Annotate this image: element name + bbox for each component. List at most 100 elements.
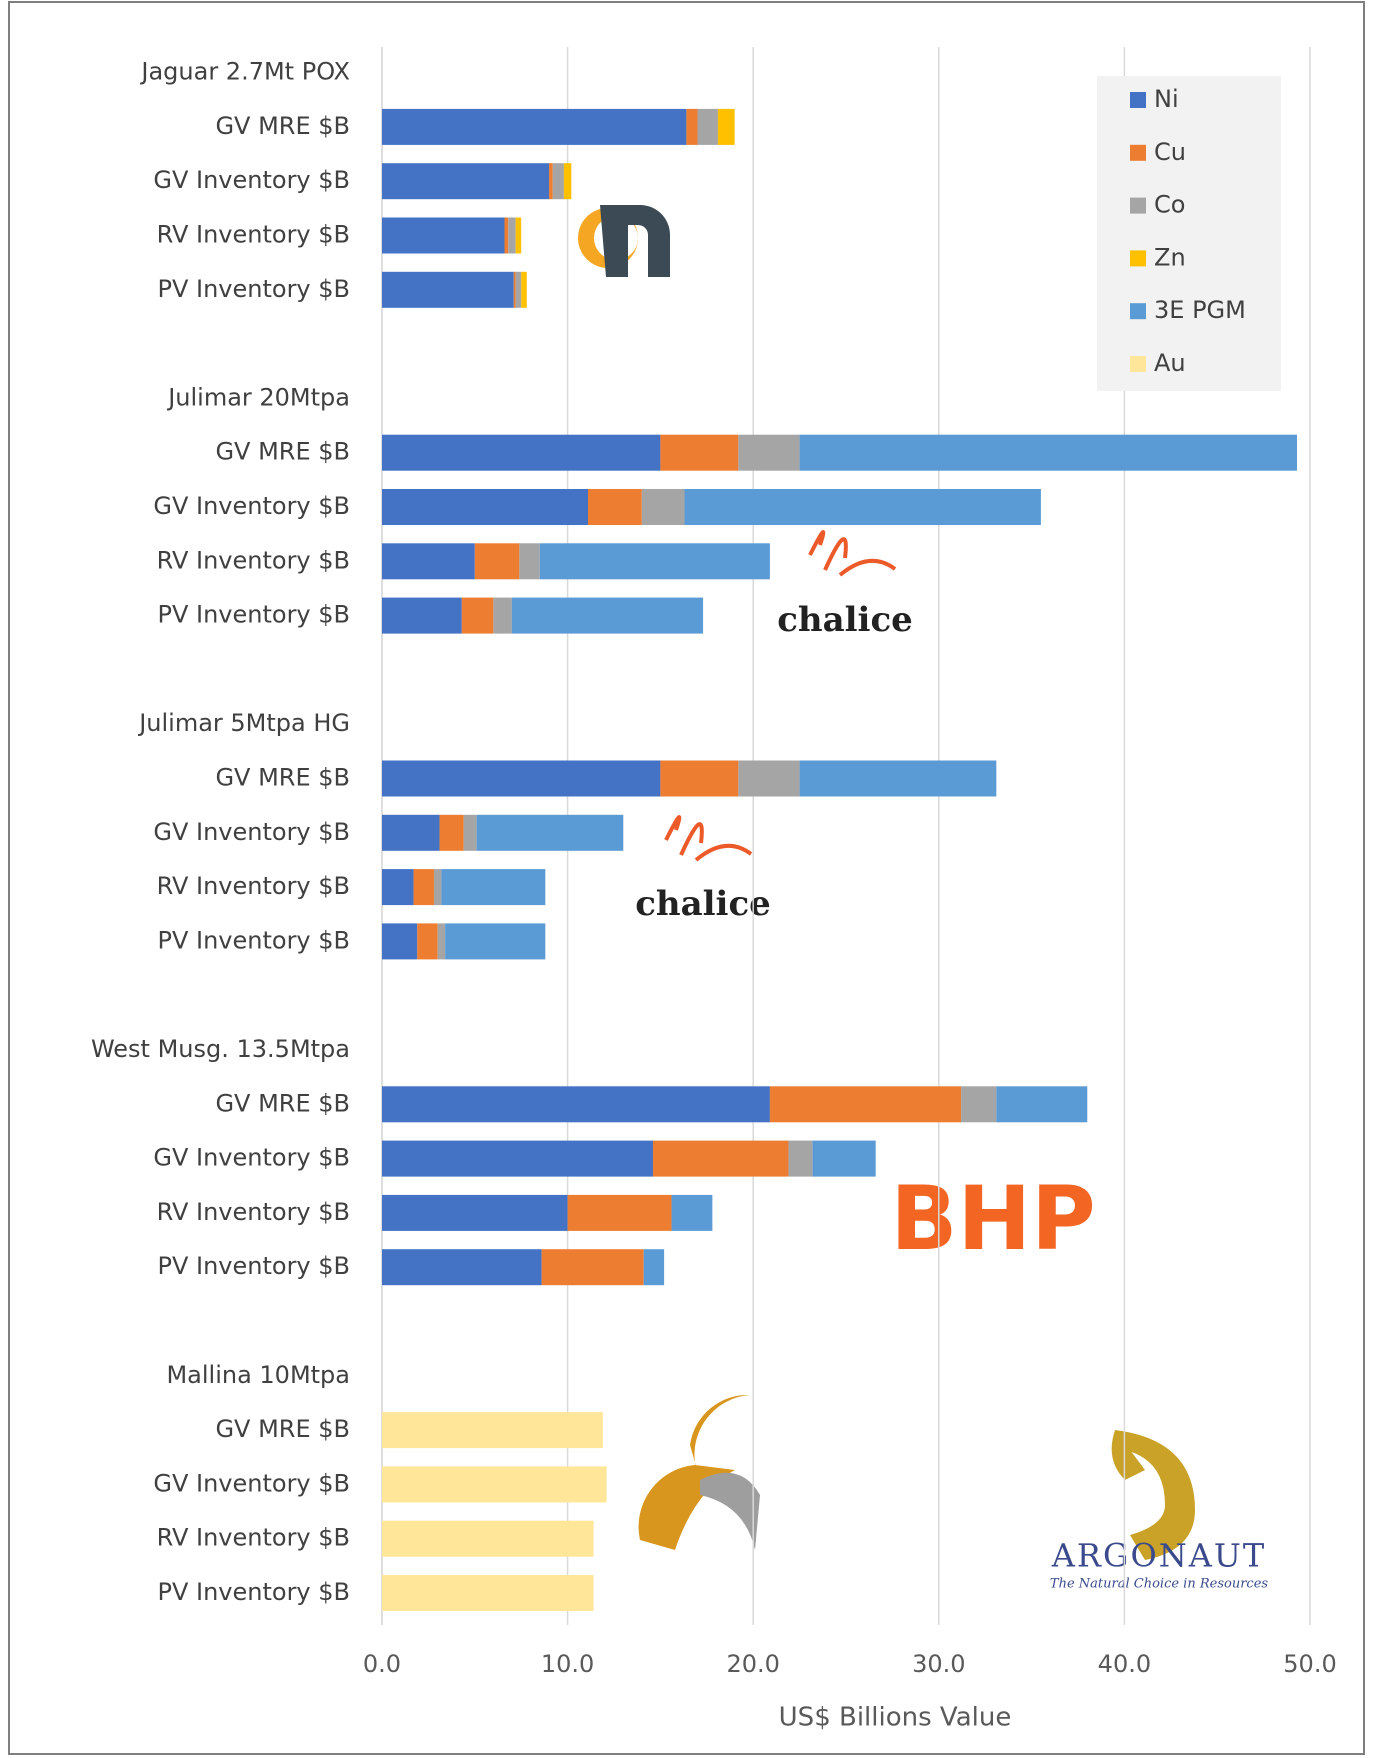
- bar-segment: [515, 271, 522, 308]
- bar-segment: [996, 1086, 1088, 1123]
- legend-swatch: [1130, 92, 1146, 108]
- bar-segment: [961, 1086, 997, 1123]
- bar-segment: [476, 814, 624, 851]
- y-tick-label: GV Inventory $B: [153, 492, 350, 520]
- logo-text: ARGONAUT: [1051, 1537, 1266, 1575]
- logo-text: The Natural Choice in Resources: [1050, 1577, 1268, 1592]
- y-tick-label: RV Inventory $B: [157, 221, 350, 249]
- y-tick-label: Mallina 10Mtpa: [166, 1361, 350, 1389]
- logo-chalice-1: [808, 530, 897, 577]
- logo-text: chalice: [777, 600, 913, 640]
- legend-swatch: [1130, 144, 1146, 161]
- y-tick-label: RV Inventory $B: [157, 1524, 350, 1552]
- y-tick-label: PV Inventory $B: [157, 601, 350, 629]
- bar-segment: [539, 543, 770, 580]
- bar-segment: [382, 1140, 653, 1177]
- bar-segment: [508, 217, 516, 254]
- legend-swatch: [1130, 303, 1146, 320]
- bar-segment: [474, 543, 520, 580]
- bar-segment: [567, 1194, 672, 1231]
- bar-segment: [652, 1140, 789, 1177]
- bar-segment: [382, 814, 440, 851]
- y-tick-label: RV Inventory $B: [157, 1198, 350, 1226]
- y-tick-label: GV Inventory $B: [153, 1144, 350, 1172]
- bar-segment: [643, 1249, 665, 1286]
- legend-label: Co: [1154, 191, 1185, 219]
- logo-argonaut: [1111, 1430, 1195, 1560]
- x-tick-label: 40.0: [1098, 1650, 1151, 1678]
- y-tick-label: Julimar 20Mtpa: [166, 383, 350, 411]
- y-tick-label: RV Inventory $B: [157, 872, 350, 900]
- bar-segment: [437, 923, 446, 960]
- y-tick-label: PV Inventory $B: [157, 1578, 350, 1606]
- bar-segment: [515, 217, 522, 254]
- bar-segment: [382, 217, 505, 254]
- bar-segment: [382, 1249, 542, 1286]
- bar-segment: [382, 434, 661, 471]
- bar-segment: [552, 163, 564, 200]
- legend-label: 3E PGM: [1154, 296, 1246, 324]
- bar-segment: [738, 760, 800, 797]
- bar-segment: [493, 597, 512, 634]
- bar-segment: [799, 434, 1298, 471]
- x-tick-label: 30.0: [912, 1650, 965, 1678]
- bar-segment: [641, 489, 685, 525]
- y-tick-label: GV Inventory $B: [153, 818, 350, 846]
- bar-segment: [697, 108, 718, 145]
- bar-segment: [382, 163, 550, 200]
- logo-text: BHP: [890, 1167, 1095, 1270]
- bar-segment: [461, 597, 494, 634]
- legend: Ni Cu Co Zn 3E PGM Au: [1097, 76, 1281, 391]
- y-tick-label: Julimar 5Mtpa HG: [137, 709, 350, 737]
- bar-segment: [549, 163, 553, 200]
- y-tick-label: GV MRE $B: [215, 1415, 350, 1443]
- bar-segment: [433, 869, 442, 906]
- x-tick-label: 10.0: [541, 1650, 594, 1678]
- legend-box: [1097, 76, 1281, 391]
- bar-segment: [563, 163, 572, 200]
- bar-segment: [504, 217, 509, 254]
- y-tick-label: West Musg. 13.5Mtpa: [91, 1035, 350, 1063]
- bar-segment: [382, 1466, 607, 1503]
- bar-segment: [439, 814, 464, 851]
- y-tick-label: GV Inventory $B: [153, 166, 350, 194]
- bar-segment: [382, 271, 514, 308]
- y-tick-label: GV MRE $B: [215, 438, 350, 466]
- y-tick-label: GV MRE $B: [215, 112, 350, 140]
- bar-segment: [382, 923, 418, 960]
- bar-segment: [799, 760, 997, 797]
- legend-label: Au: [1154, 349, 1186, 377]
- x-tick-label: 20.0: [726, 1650, 779, 1678]
- bar-segment: [382, 760, 661, 797]
- bar-segment: [671, 1194, 713, 1231]
- bar-segment: [684, 489, 1041, 525]
- bar-segment: [413, 869, 434, 906]
- bar-segment: [382, 489, 589, 525]
- bar-segment: [519, 543, 540, 580]
- bar-segment: [445, 923, 546, 960]
- bar-segment: [788, 1140, 813, 1177]
- bar-segment: [382, 869, 414, 906]
- x-axis-label: US$ Billions Value: [779, 1703, 1012, 1733]
- logo-mallina: [638, 1394, 760, 1550]
- bar-segment: [463, 814, 477, 851]
- bar-segment: [686, 108, 698, 145]
- y-tick-label: RV Inventory $B: [157, 546, 350, 574]
- legend-swatch: [1130, 356, 1146, 372]
- bar-segment: [382, 543, 475, 580]
- y-tick-label: PV Inventory $B: [157, 1252, 350, 1280]
- bar-segment: [382, 1086, 770, 1123]
- legend-label: Zn: [1154, 243, 1186, 271]
- bar-segment: [717, 108, 735, 145]
- bar-segment: [738, 434, 800, 471]
- logo-jaguar: [578, 205, 670, 277]
- legend-swatch: [1130, 250, 1146, 267]
- bar-segment: [541, 1249, 644, 1286]
- x-tick-label: 50.0: [1283, 1650, 1336, 1678]
- bar-segment: [382, 1520, 594, 1557]
- logo-chalice-2: [664, 815, 753, 862]
- y-tick-label: PV Inventory $B: [157, 275, 350, 303]
- bar-segment: [511, 597, 704, 634]
- bar-segment: [382, 108, 687, 145]
- bar-segment: [521, 271, 527, 308]
